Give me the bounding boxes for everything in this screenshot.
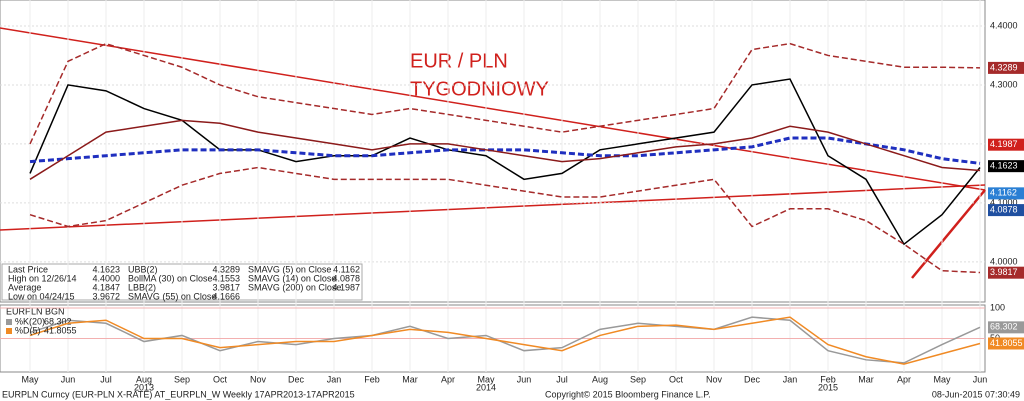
x-tick-label: May <box>933 374 951 384</box>
chart-title: EUR / PLN <box>410 50 508 72</box>
lower-legend-swatch <box>6 319 12 325</box>
x-tick-label: Aug <box>592 374 608 384</box>
x-tick-label: Oct <box>213 374 228 384</box>
footer-center: Copyright© 2015 Bloomberg Finance L.P. <box>545 389 711 399</box>
x-tick-label: Jun <box>61 374 76 384</box>
x-tick-label: Jun <box>517 374 532 384</box>
price-tag-label: 3.9817 <box>990 267 1018 277</box>
x-tick-label: Sep <box>630 374 646 384</box>
x-tick-label: Jul <box>100 374 112 384</box>
x-tick-label: Jun <box>973 374 988 384</box>
lower-title: EURPLN BGN <box>6 306 65 316</box>
price-tag-label: 4.3289 <box>990 62 1018 72</box>
chart-subtitle: TYGODNIOWY <box>410 78 549 100</box>
series-line <box>29 316 981 364</box>
price-tag <box>988 266 1024 279</box>
footer-right: 08-Jun-2015 07:30:49 <box>932 389 1020 399</box>
x-tick-label: Dec <box>288 374 305 384</box>
lower-legend-name: %K(20) <box>15 316 45 326</box>
y-tick-label: 4.3000 <box>990 79 1018 89</box>
series-line <box>29 316 981 365</box>
x-tick-label: Feb <box>364 374 380 384</box>
series-line <box>29 42 981 145</box>
y-tick-label: 4.4000 <box>990 20 1018 30</box>
legend-name: SMAVG (55) on Close <box>128 291 216 301</box>
x-tick-label: Jan <box>327 374 342 384</box>
price-tag-label: 4.1987 <box>990 139 1018 149</box>
legend-value: 4.1553 <box>212 273 240 283</box>
lower-legend-swatch <box>6 328 12 334</box>
legend-name: Low on 04/24/15 <box>8 291 75 301</box>
series-line <box>29 166 981 274</box>
legend-value: 3.9817 <box>212 282 240 292</box>
legend-value: 4.1987 <box>332 282 360 292</box>
x-tick-label: Nov <box>706 374 723 384</box>
legend-value: 4.1666 <box>212 291 240 301</box>
legend-name: Average <box>8 282 41 292</box>
legend-name: Last Price <box>8 264 48 274</box>
trend-line <box>0 27 986 191</box>
legend-name: SMAVG (14) on Close <box>248 273 336 283</box>
lower-tag-label: 41.8055 <box>990 338 1023 348</box>
year-label: 2014 <box>476 382 496 392</box>
price-tag-label: 4.1162 <box>990 188 1017 198</box>
x-tick-label: Dec <box>744 374 761 384</box>
x-tick-label: Apr <box>897 374 911 384</box>
series-line <box>29 136 981 165</box>
trend-line <box>0 184 986 231</box>
price-tag <box>988 61 1024 74</box>
lower-legend-value: 68.302 <box>44 316 72 326</box>
price-tag <box>988 160 1024 173</box>
price-tag <box>988 204 1024 217</box>
legend-name: BollMA (30) on Close <box>128 273 213 283</box>
lower-legend-value: 41.8055 <box>44 325 77 335</box>
lower-tag-label: 68.302 <box>990 322 1018 332</box>
y-tick-label: 4.1000 <box>990 197 1018 207</box>
x-tick-label: May <box>21 374 39 384</box>
x-tick-label: Nov <box>250 374 267 384</box>
legend-value: 3.9672 <box>92 291 120 301</box>
series-line <box>29 78 981 246</box>
price-tag <box>988 187 1024 200</box>
legend-value: 4.1162 <box>333 264 360 274</box>
legend-name: SMAVG (200) on Close <box>248 282 341 292</box>
series-line <box>29 119 981 180</box>
legend-name: SMAVG (5) on Close <box>248 264 331 274</box>
x-tick-label: Feb <box>820 374 836 384</box>
price-tag-label: 4.1623 <box>990 161 1018 171</box>
legend-value: 4.1623 <box>92 264 120 274</box>
price-tag-label: 4.0878 <box>990 204 1018 214</box>
y-tick-label: 4.0000 <box>990 256 1018 266</box>
year-label: 2013 <box>134 382 154 392</box>
legend-name: High on 12/26/14 <box>8 273 77 283</box>
year-label: 2015 <box>818 382 838 392</box>
lower-legend-name: %D(5) <box>15 325 41 335</box>
x-tick-label: Sep <box>174 374 190 384</box>
trend-line <box>911 189 986 279</box>
x-tick-label: Mar <box>858 374 874 384</box>
lower-tag <box>988 321 1024 334</box>
footer-left: EURPLN Curncy (EUR-PLN X-RATE) AT_EURPLN… <box>2 389 355 399</box>
x-tick-label: Apr <box>441 374 455 384</box>
x-tick-label: Jul <box>556 374 568 384</box>
x-tick-label: Aug <box>136 374 152 384</box>
legend-name: UBB(2) <box>128 264 158 274</box>
lower-tag <box>988 337 1024 350</box>
x-tick-label: Jan <box>783 374 798 384</box>
x-tick-label: Oct <box>669 374 684 384</box>
x-tick-label: May <box>477 374 495 384</box>
price-tag <box>988 138 1024 151</box>
legend-value: 4.4000 <box>92 273 120 283</box>
legend-value: 4.1847 <box>92 282 120 292</box>
lower-tick-label: 100 <box>990 302 1005 312</box>
x-tick-label: Mar <box>402 374 418 384</box>
legend-value: 4.3289 <box>212 264 240 274</box>
legend-value: 4.0878 <box>332 273 360 283</box>
legend-name: LBB(2) <box>128 282 156 292</box>
